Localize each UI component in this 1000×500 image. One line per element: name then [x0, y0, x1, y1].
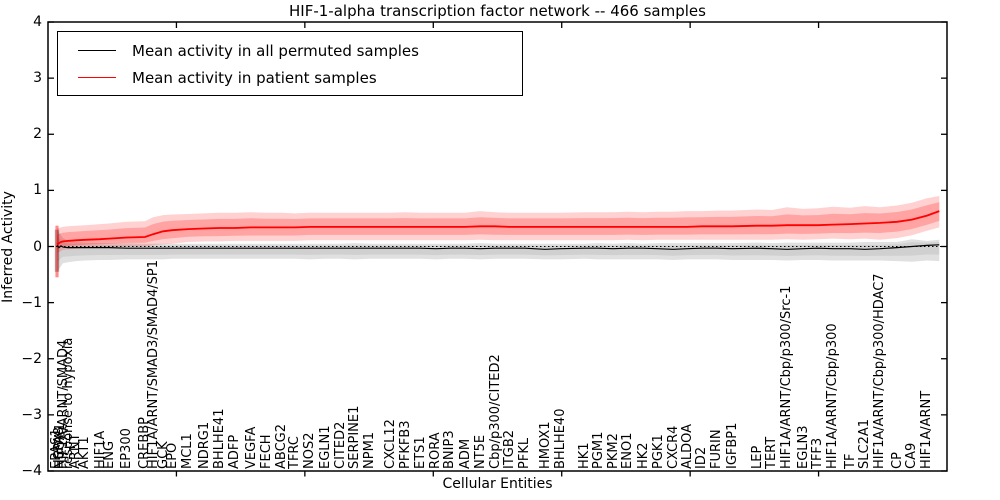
x-entity-label: CXCR4 — [665, 425, 681, 469]
x-entity-label: AKT1 — [77, 436, 93, 469]
x-entity-label: LEP — [749, 445, 765, 469]
permuted-band-outer — [57, 229, 940, 272]
x-entity-label: EGLN3 — [795, 425, 811, 469]
x-entity-label: HIF1A/ARNT/Cbp/p300 — [825, 323, 841, 469]
x-entity-label: NT5E — [472, 434, 488, 469]
x-entity-label: PKM2 — [605, 433, 621, 469]
y-tick-label: 2 — [33, 126, 42, 143]
permuted-mean-line — [56, 244, 940, 250]
x-entity-label: HIF1A/ARNT — [919, 390, 935, 469]
x-entity-label: FECH — [258, 434, 274, 469]
x-entity-label: TERT — [764, 436, 780, 469]
legend-label-patient: Mean activity in patient samples — [132, 68, 377, 87]
y-tick-label: −4 — [21, 462, 42, 479]
x-entity-label: NOS2 — [302, 432, 318, 469]
x-entity-label: EP300 — [119, 428, 135, 469]
x-entity-label: BHLHE41 — [211, 408, 227, 469]
x-entity-label: EPO — [164, 442, 180, 469]
chart-title: HIF-1-alpha transcription factor network… — [289, 2, 706, 20]
x-entity-label: CP — [889, 452, 905, 469]
legend-label-permuted: Mean activity in all permuted samples — [132, 41, 419, 60]
y-tick-label: 4 — [33, 14, 42, 31]
x-entity-label: CXCL12 — [382, 419, 398, 469]
patient-error-bar — [55, 225, 59, 278]
x-entity-label: HMOX1 — [537, 421, 553, 469]
x-entity-label: PGK1 — [650, 434, 666, 469]
x-entity-label: ENO1 — [620, 432, 636, 469]
x-entity-label: PFKFB3 — [397, 420, 413, 469]
x-entity-label: CITED2 — [332, 421, 348, 469]
x-entity-label: HIF1A/ARNT/SMAD3/SMAD4/SP1 — [145, 259, 161, 469]
x-entity-label: TFRC — [287, 436, 303, 469]
x-entity-label: NPM1 — [362, 431, 378, 469]
x-entity-label: HIF1A/ARNT/Cbp/p300/Src-1 — [779, 285, 795, 469]
x-entity-label: CA9 — [904, 442, 920, 469]
x-entity-label: BHLHE40 — [552, 408, 568, 469]
x-entity-label: HK1 — [577, 442, 593, 469]
legend-entry-permuted: Mean activity in all permuted samples — [70, 37, 522, 64]
black-line-swatch — [78, 50, 116, 51]
x-entity-label: ETS1 — [412, 436, 428, 469]
x-entity-label: RORA — [428, 432, 444, 469]
x-entity-label: ADM — [457, 438, 473, 469]
y-tick-label: −1 — [21, 294, 42, 311]
y-tick-label: −3 — [21, 406, 42, 423]
x-entity-label: FURIN — [709, 429, 725, 469]
x-entity-label: ID2 — [694, 446, 710, 469]
x-entity-label: EGLN1 — [317, 425, 333, 469]
y-tick-label: −2 — [21, 350, 42, 367]
legend-entry-patient: Mean activity in patient samples — [70, 64, 522, 91]
x-entity-label: BNIP3 — [442, 430, 458, 469]
red-line-swatch — [78, 77, 116, 78]
legend: Mean activity in all permuted samples Me… — [57, 31, 523, 96]
patient-mean-line — [56, 210, 940, 246]
x-entity-label: NDRG1 — [196, 421, 212, 469]
x-entity-label: HK2 — [635, 442, 651, 469]
patient-band-outer — [57, 196, 940, 254]
x-entity-label: TFF3 — [810, 437, 826, 469]
x-entity-label: ENG — [101, 440, 117, 469]
permuted-error-bar — [54, 229, 60, 272]
x-entity-label: ITGB2 — [502, 429, 518, 469]
x-entity-label: MCL1 — [180, 433, 196, 469]
x-axis-title: Cellular Entities — [442, 476, 553, 492]
y-tick-label: 1 — [33, 182, 42, 199]
x-entity-label: Cbp/p300/CITED2 — [487, 354, 503, 469]
y-tick-label: 3 — [33, 70, 42, 87]
x-entity-label: IGFBP1 — [724, 422, 740, 469]
x-entity-label: VEGFA — [243, 426, 259, 469]
x-entity-label: PFKL — [517, 437, 533, 469]
x-entity-label: TF — [842, 453, 858, 469]
x-entity-label: SLC2A1 — [857, 418, 873, 469]
x-entity-label: SERPINE1 — [347, 405, 363, 469]
x-entity-label: PGM1 — [590, 431, 606, 469]
y-tick-label: 0 — [33, 238, 42, 255]
x-entity-label: ALDOA — [679, 423, 695, 469]
x-entity-label: ADFP — [227, 434, 243, 469]
x-entity-label: HIF1A/ARNT/Cbp/p300/HDAC7 — [872, 273, 888, 469]
